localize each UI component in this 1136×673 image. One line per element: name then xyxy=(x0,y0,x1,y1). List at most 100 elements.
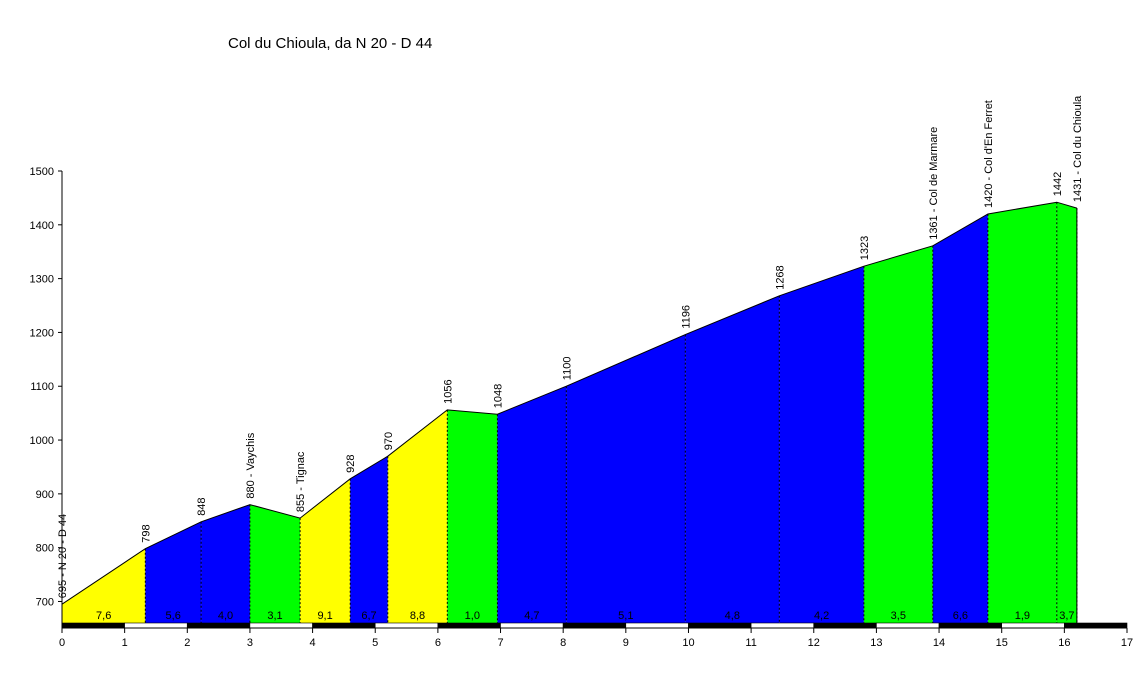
gradient-label-14: 6,6 xyxy=(953,610,968,622)
gradient-label-1: 7,6 xyxy=(96,610,111,622)
km-bar-8 xyxy=(562,622,627,629)
km-bar-16 xyxy=(1064,622,1128,629)
gradient-label-5: 9,1 xyxy=(317,610,332,622)
km-bar-14 xyxy=(938,622,1002,629)
segment-fill-14 xyxy=(932,214,988,623)
x-tick-label-1: 1 xyxy=(122,637,128,649)
km-bar-0 xyxy=(61,622,125,629)
y-tick-label-900: 900 xyxy=(36,489,54,501)
gradient-label-13: 3,5 xyxy=(891,610,906,622)
segment-fill-10 xyxy=(566,334,686,623)
x-tick-label-12: 12 xyxy=(808,637,820,649)
point-label-15: 1420 - Col d'En Ferret xyxy=(983,100,995,208)
y-tick-label-1200: 1200 xyxy=(30,327,54,339)
x-tick-label-8: 8 xyxy=(560,637,566,649)
point-label-7: 970 xyxy=(383,432,395,450)
km-bar-5 xyxy=(374,622,439,629)
y-tick-label-1500: 1500 xyxy=(30,166,54,178)
y-tick-label-1300: 1300 xyxy=(30,274,54,286)
x-tick-label-7: 7 xyxy=(497,637,503,649)
segment-fill-8 xyxy=(447,409,498,623)
x-tick-label-16: 16 xyxy=(1058,637,1070,649)
point-label-3: 848 xyxy=(196,497,208,515)
gradient-label-10: 5,1 xyxy=(618,610,633,622)
segment-fill-3 xyxy=(201,504,250,623)
km-bar-4 xyxy=(312,622,376,629)
gradient-label-9: 4,7 xyxy=(524,610,539,622)
km-bar-9 xyxy=(625,622,689,629)
segment-fill-11 xyxy=(685,295,780,623)
x-tick-label-3: 3 xyxy=(247,637,253,649)
point-label-1: 695 - N 20 - D 44 xyxy=(57,514,69,598)
point-label-12: 1268 xyxy=(774,265,786,289)
segment-fill-16 xyxy=(1056,202,1077,623)
x-tick-label-5: 5 xyxy=(372,637,378,649)
point-label-11: 1196 xyxy=(680,305,692,329)
y-tick-label-800: 800 xyxy=(36,543,54,555)
segment-fill-9 xyxy=(497,386,567,623)
point-label-17: 1431 - Col du Chioula xyxy=(1072,95,1084,202)
km-bar-12 xyxy=(813,622,877,629)
point-label-2: 798 xyxy=(140,524,152,542)
km-baseline-bar xyxy=(61,622,1128,629)
gradient-label-2: 5,6 xyxy=(166,610,181,622)
y-tick-label-1400: 1400 xyxy=(30,220,54,232)
gradient-labels: 7,6 5,6 4,0 3,1 9,1 6,7 8,8 1,0 4,7 5,1 4,8 4,2 3,5 6… xyxy=(96,610,1074,622)
point-label-4: 880 - Vaychis xyxy=(245,432,257,498)
km-bar-3 xyxy=(249,622,313,629)
x-tick-label-9: 9 xyxy=(623,637,629,649)
x-tick-label-15: 15 xyxy=(996,637,1008,649)
segment-fill-6 xyxy=(350,456,388,623)
point-label-16: 1442 xyxy=(1052,172,1064,196)
gradient-label-7: 8,8 xyxy=(410,610,425,622)
x-tick-label-4: 4 xyxy=(310,637,316,649)
x-tick-label-17: 17 xyxy=(1121,637,1133,649)
gradient-label-4: 3,1 xyxy=(267,610,282,622)
outline-layer xyxy=(61,201,1078,623)
y-tick-label-700: 700 xyxy=(36,596,54,608)
gradient-label-8: 1,0 xyxy=(465,610,480,622)
point-label-6: 928 xyxy=(345,454,357,472)
y-tick-label-1000: 1000 xyxy=(30,435,54,447)
point-label-9: 1048 xyxy=(492,384,504,408)
gradient-label-6: 6,7 xyxy=(361,610,376,622)
x-tick-label-0: 0 xyxy=(59,637,65,649)
point-label-8: 1056 xyxy=(442,379,454,403)
y-tick-label-1100: 1100 xyxy=(30,381,54,393)
km-bar-13 xyxy=(876,622,940,629)
x-tick-label-13: 13 xyxy=(870,637,882,649)
gradient-label-3: 4,0 xyxy=(218,610,233,622)
point-label-5: 855 - Tignac xyxy=(295,451,307,512)
segment-fill-7 xyxy=(387,409,448,623)
km-bar-7 xyxy=(500,622,564,629)
x-tick-label-11: 11 xyxy=(745,637,756,649)
chart-title: Col du Chioula, da N 20 - D 44 xyxy=(228,35,433,52)
segment-fill-5 xyxy=(300,478,351,623)
segment-fill-12 xyxy=(779,266,864,623)
x-tick-label-10: 10 xyxy=(682,637,694,649)
segment-fill-4 xyxy=(249,504,301,623)
segments-layer xyxy=(62,202,1077,624)
segment-fill-13 xyxy=(863,245,933,624)
km-bar-6 xyxy=(437,622,501,629)
km-bar-1 xyxy=(124,622,188,629)
km-bar-2 xyxy=(187,622,251,629)
gradient-label-12: 4,2 xyxy=(814,610,829,622)
point-label-13: 1323 xyxy=(859,236,871,260)
segment-fill-15 xyxy=(987,202,1057,623)
x-tick-label-6: 6 xyxy=(435,637,441,649)
segment-fill-1 xyxy=(62,548,146,623)
gradient-label-15: 1,9 xyxy=(1015,610,1030,622)
gradient-label-11: 4,8 xyxy=(725,610,740,622)
x-tick-label-14: 14 xyxy=(933,637,945,649)
segment-fill-2 xyxy=(145,521,202,623)
point-labels: 695 - N 20 - D 44 798 848 880 - Vaychis 855 … xyxy=(57,95,1084,598)
km-bar-11 xyxy=(750,622,814,629)
x-tick-label-2: 2 xyxy=(184,637,190,649)
point-label-14: 1361 - Col de Marmare xyxy=(928,127,940,240)
point-label-10: 1100 xyxy=(561,357,573,381)
km-bar-15 xyxy=(1001,622,1065,629)
gradient-label-16: 3,7 xyxy=(1059,610,1074,622)
